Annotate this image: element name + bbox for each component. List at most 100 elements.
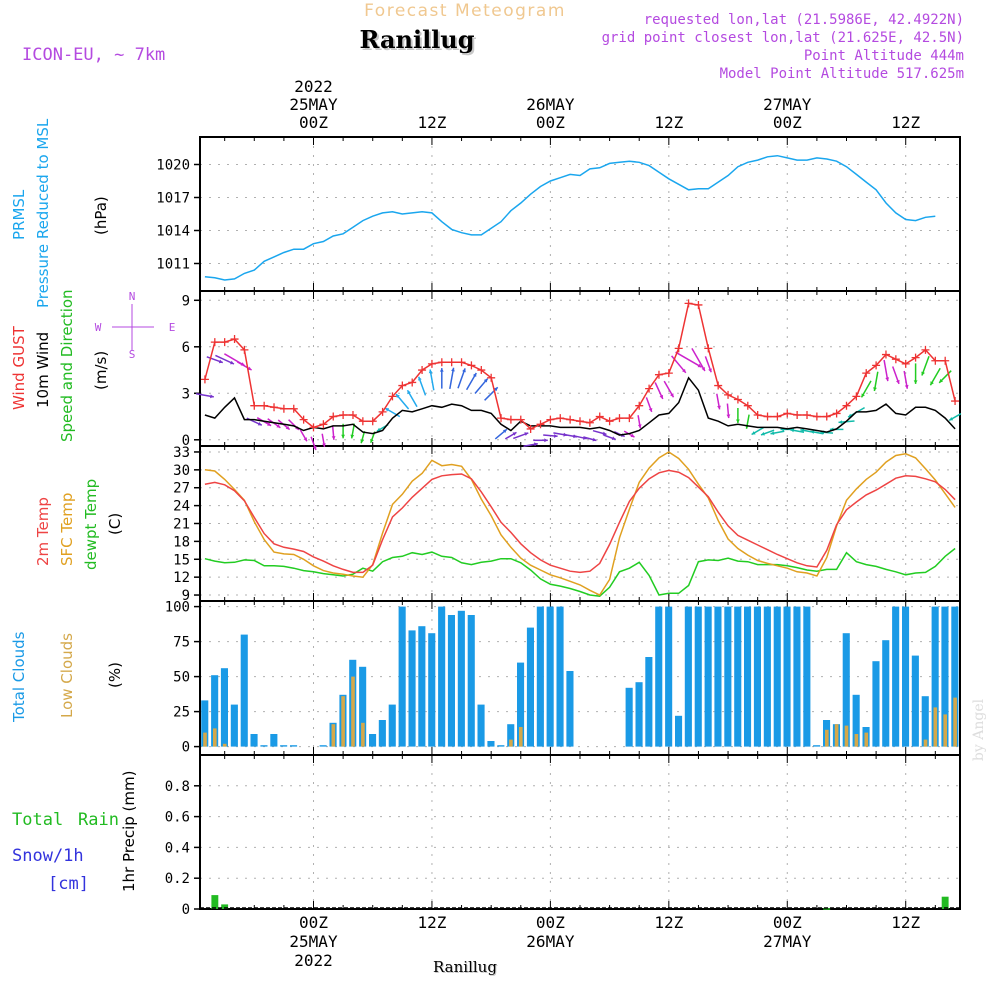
total-cloud-bar (457, 610, 465, 747)
low-cloud-bar (351, 676, 355, 747)
gust-point (911, 353, 920, 362)
gust-point (260, 401, 269, 410)
ytick-label: 0 (182, 433, 190, 449)
wind-arrow (726, 403, 731, 419)
gust-point (536, 420, 545, 429)
pressure-panel: 1011 1014 1017 1020 (156, 136, 961, 292)
wind-arrow-head (377, 427, 381, 432)
cloud-side-labels: Total Clouds Low Clouds (%) (10, 631, 124, 723)
total-cloud-bar (250, 734, 258, 747)
compass-n: N (129, 290, 136, 303)
total-cloud-bar (536, 606, 544, 747)
ytick-label: 1011 (156, 257, 190, 273)
wind-arrow (663, 380, 675, 398)
total-cloud-bar (872, 661, 880, 747)
precip-side-labels: Total Rain Snow/1h [cm] 1hr Precip (mm) (12, 771, 138, 894)
time-label: 25MAY (289, 932, 338, 951)
gust-point (803, 411, 812, 419)
gust-point (556, 414, 565, 423)
ytick-label: 100 (165, 600, 190, 616)
wind-arrow (921, 356, 930, 376)
ytick-label: 0.6 (165, 810, 190, 826)
total-cloud-bar (546, 606, 554, 747)
low-cloud-bar (509, 739, 513, 747)
low-cloud-bar (933, 707, 938, 747)
wind-arrow-head (736, 419, 740, 423)
temp-unit: (C) (106, 513, 124, 535)
wind-arrow-head (322, 443, 326, 447)
total-cloud-bar (477, 704, 485, 747)
wind-arrow-head (790, 428, 794, 433)
sfctemp-label: SFC Temp (58, 493, 76, 566)
wind-arrow-head (276, 424, 281, 428)
gust-point (714, 381, 723, 390)
gust-point (783, 409, 792, 418)
wind-arrow-head (761, 431, 765, 436)
wind-arrow-head (602, 431, 607, 436)
gust-point (822, 412, 831, 421)
gust-point (724, 390, 733, 399)
total-cloud-bar (438, 606, 446, 747)
wind-arrow (691, 348, 706, 372)
gust-point (329, 412, 338, 421)
ytick-label: 25 (173, 705, 190, 721)
wind-arrow (299, 429, 308, 442)
wind-arrow (439, 368, 444, 389)
model-label: ICON-EU, ~ 7km (22, 45, 165, 65)
gust-point (704, 344, 713, 353)
total-cloud-bar (793, 606, 801, 747)
low-cloud-bar (222, 743, 227, 747)
total-cloud-bar (684, 606, 692, 747)
footer-shadow: Ranillug (434, 959, 498, 977)
wind-arrow (873, 371, 879, 392)
wind-arrow-head (873, 387, 877, 391)
wind-arrow-head (553, 434, 558, 438)
compass-w: W (95, 321, 102, 334)
time-label: 12Z (417, 113, 446, 132)
total-cloud-bar (487, 741, 495, 747)
footer-location: Ranillug (433, 958, 497, 976)
gust-point (368, 417, 377, 426)
wind-arrow (891, 366, 900, 385)
low-cloud-bar (943, 714, 947, 747)
gust-point (694, 300, 703, 309)
time-label: 25MAY (289, 95, 338, 114)
gust-point (220, 338, 229, 347)
time-label: 00Z (536, 113, 565, 132)
wind-arrow-head (630, 433, 635, 438)
gust-point (605, 417, 614, 426)
gust-point (743, 401, 752, 410)
total-cloud-bar (388, 704, 396, 747)
ytick-label: 15 (173, 552, 190, 568)
wind-arrow-head (534, 442, 538, 447)
total-label: Total (12, 810, 63, 830)
low-cloud-bar (331, 724, 336, 747)
total-cloud-bar (763, 606, 771, 747)
gust-line (204, 302, 956, 430)
wind-arrow-head (360, 439, 364, 444)
wind-arrow-head (885, 377, 890, 382)
low-cloud-bar (519, 727, 523, 747)
wind-unit: (m/s) (92, 351, 110, 390)
rain-label: Rain (78, 810, 119, 830)
gust-point (437, 358, 446, 367)
page-title: Ranillug (359, 25, 474, 54)
total-cloud-bar (921, 696, 929, 747)
watermark: by Angel (971, 698, 987, 761)
rain-bar (221, 904, 229, 909)
wind-arrow (770, 430, 785, 435)
wind-arrow (533, 438, 548, 443)
gust-point (339, 411, 348, 419)
wind-arrow-head (341, 434, 345, 439)
wind-arrow (513, 432, 529, 440)
time-label: 27MAY (763, 95, 812, 114)
wind-arrow-head (524, 432, 529, 436)
low-cloud-bar (341, 696, 345, 747)
wind-arrow-head (396, 394, 400, 398)
total-cloud-bar (694, 606, 702, 747)
wind-arrow-head (913, 380, 918, 384)
cloud-unit: (%) (106, 662, 124, 688)
total-cloud-bar (911, 655, 919, 747)
total-cloud-bar (230, 704, 238, 747)
wind-arrow-shaft (675, 351, 702, 368)
